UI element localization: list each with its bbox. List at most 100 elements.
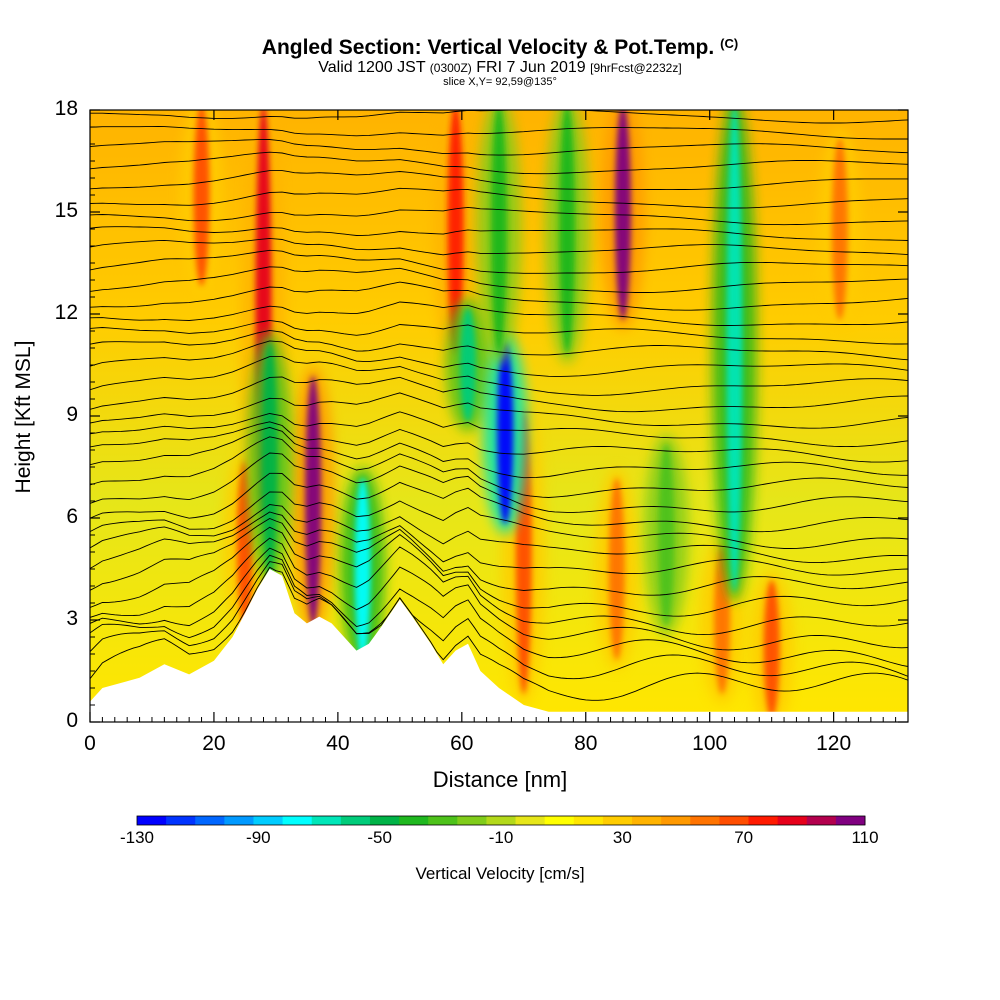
colorbar-bin-2: [195, 816, 225, 825]
y-tick-label-5: 15: [54, 199, 78, 222]
colorbar-bin-22: [777, 816, 808, 825]
colorbar-bin-12: [486, 816, 517, 825]
colorbar-bin-21: [748, 816, 779, 825]
colorbar-bin-19: [690, 816, 720, 825]
colorbar-bin-10: [428, 816, 458, 825]
x-tick-label-0: 0: [84, 732, 96, 755]
isentrope-6: [90, 517, 908, 596]
y-tick-label-3: 9: [66, 403, 78, 426]
isentrope-26: [90, 237, 908, 256]
isentrope-3: [90, 547, 908, 651]
colorbar-bin-11: [457, 816, 487, 825]
colorbar-bin-15: [573, 816, 604, 825]
colorbar-bin-7: [340, 816, 371, 825]
isentrope-24: [90, 266, 908, 293]
updraft-core-3: [305, 376, 322, 626]
updraft-core-6: [614, 110, 631, 320]
colorbar-bin-5: [282, 816, 313, 825]
y-tick-label-1: 3: [66, 607, 78, 630]
colorbar-bin-17: [632, 816, 662, 825]
isentrope-21: [90, 319, 908, 345]
downdraft-core-4: [491, 110, 507, 354]
x-tick-label-2: 40: [326, 732, 350, 755]
title-suffix: (C): [720, 36, 739, 51]
x-tick-label-1: 20: [202, 732, 226, 755]
subtitle-valid: Valid 1200 JST: [318, 59, 426, 76]
isentrope-28: [90, 206, 908, 226]
y-tick-label-0: 0: [66, 709, 78, 732]
colorbar-tick-label-0: -130: [119, 828, 155, 847]
isentrope-0: [90, 566, 908, 701]
colorbar-frame: [136, 815, 866, 826]
x-tick-label-4: 80: [574, 732, 598, 755]
downdraft-core-5: [559, 110, 576, 354]
x-tick-label-5: 100: [692, 732, 728, 755]
colorbar-bin-24: [835, 816, 866, 825]
updraft-core-7: [608, 478, 625, 660]
colorbar-bin-13: [515, 816, 546, 825]
isentrope-4: [90, 537, 908, 636]
colorbar-bin-16: [602, 816, 633, 825]
colorbar-bin-6: [311, 816, 342, 825]
isentrope-27: [90, 226, 908, 241]
downdraft-core-1: [354, 478, 371, 660]
updraft-core-10: [831, 138, 848, 320]
updraft-core-0: [193, 110, 210, 286]
isentrope-11: [90, 452, 908, 513]
colorbar-tick-label-6: 110: [851, 828, 879, 847]
x-tick-label-6: 120: [816, 732, 852, 755]
isentrope-9: [90, 491, 908, 549]
potential-temperature-contours: [90, 110, 908, 701]
isentrope-31: [90, 151, 908, 175]
isentrope-22: [90, 301, 908, 326]
isentrope-20: [90, 329, 908, 361]
isentrope-7: [90, 511, 908, 576]
colorbar-tick-label-4: 30: [612, 828, 632, 847]
x-axis-label: Distance [nm]: [432, 767, 568, 792]
downdraft-core-6: [658, 444, 675, 626]
isentrope-19: [90, 340, 908, 377]
isentrope-12: [90, 436, 908, 498]
colorbar-bin-1: [166, 816, 196, 825]
chart-subtitle: Valid 1200 JST (0300Z) FRI 7 Jun 2019 [9…: [0, 59, 1000, 77]
isentrope-13: [90, 426, 908, 479]
subtitle-forecast: [9hrFcst@2232z]: [590, 61, 682, 75]
subtitle-utc: (0300Z): [429, 61, 472, 75]
isentrope-5: [90, 526, 908, 617]
colorbar-tick-label-3: -10: [488, 828, 514, 847]
isentrope-8: [90, 504, 908, 564]
isentrope-2: [90, 554, 908, 667]
updraft-core-9: [763, 580, 780, 712]
chart-title: Angled Section: Vertical Velocity & Pot.…: [0, 36, 1000, 60]
isentrope-10: [90, 472, 908, 533]
colorbar-tick-label-1: -90: [246, 828, 271, 847]
colorbar-bin-0: [137, 816, 167, 825]
colorbar-title: Vertical Velocity [cm/s]: [415, 864, 585, 883]
isentrope-1: [90, 561, 908, 680]
isentrope-16: [90, 392, 908, 429]
downdraft-core-3: [497, 342, 514, 524]
colorbar: [136, 815, 866, 826]
isentrope-17: [90, 376, 908, 413]
colorbar-bin-3: [224, 816, 254, 825]
colorbar-bin-8: [369, 816, 400, 825]
vertical-velocity-field: [179, 110, 862, 712]
isentrope-25: [90, 249, 908, 274]
slice-info: slice X,Y= 92,59@135°: [443, 76, 557, 88]
colorbar-bin-18: [661, 816, 691, 825]
y-tick-label-6: 18: [54, 97, 78, 120]
isentrope-33: [90, 126, 908, 140]
isentrope-18: [90, 356, 908, 396]
updraft-core-1: [236, 461, 253, 626]
y-tick-label-2: 6: [66, 505, 78, 528]
colorbar-tick-label-5: 70: [734, 828, 754, 847]
downdraft-core-2: [460, 308, 477, 422]
isentrope-15: [90, 411, 908, 448]
title-text: Angled Section: Vertical Velocity & Pot.…: [261, 36, 715, 59]
isentrope-23: [90, 281, 908, 311]
colorbar-bin-9: [399, 816, 429, 825]
colorbar-bin-14: [544, 816, 575, 825]
isentrope-32: [90, 139, 908, 156]
isentrope-14: [90, 421, 908, 463]
